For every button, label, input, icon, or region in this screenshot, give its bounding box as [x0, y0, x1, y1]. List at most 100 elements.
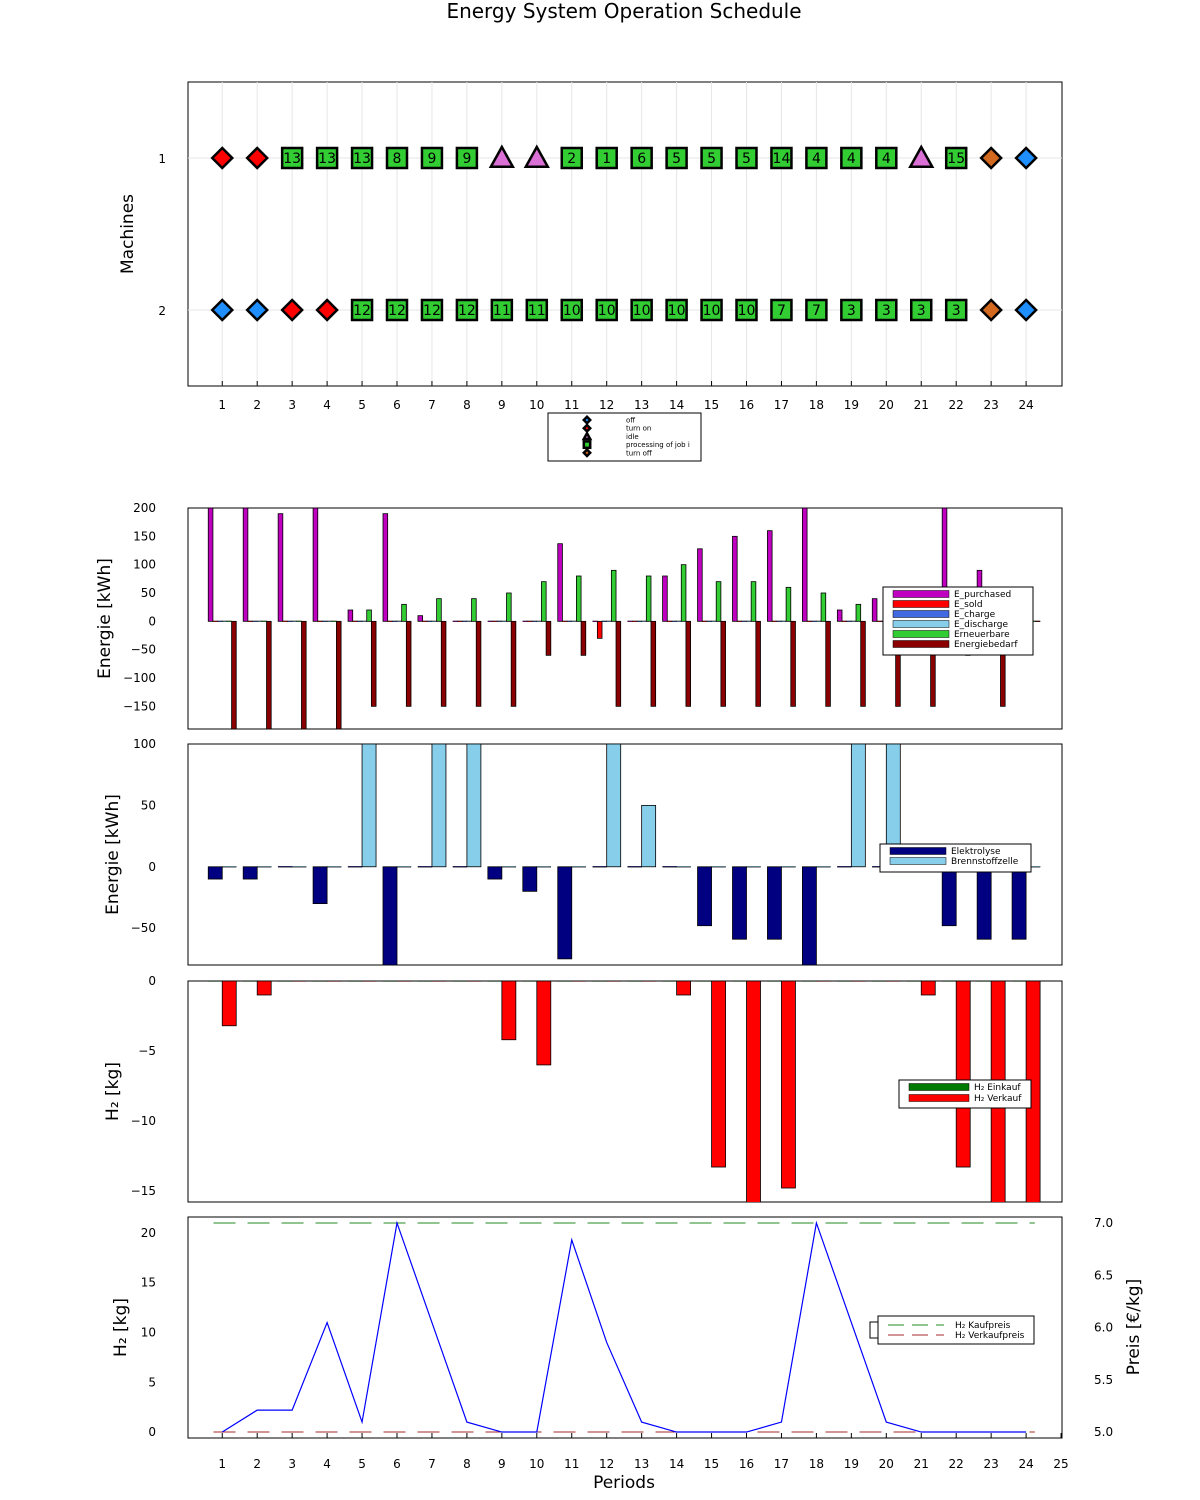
energy-bar-erneuerbare	[331, 620, 337, 622]
energy-bar-energiebedarf	[1035, 620, 1041, 622]
legend-toff-marker	[582, 447, 592, 458]
h2-trade-bar-h-einkauf	[627, 981, 642, 982]
energy-bar-e-charge	[392, 620, 398, 622]
energy-legend-label: Erneuerbare	[954, 630, 1010, 640]
schedule-x-tick-label: 18	[809, 398, 824, 412]
schedule-x-tick-label: 21	[914, 398, 929, 412]
energy-bar-e-charge	[601, 620, 607, 622]
state-processing-marker	[350, 146, 374, 170]
energy-bar-e-discharge	[606, 620, 612, 622]
storage-y-tick-label: 10	[141, 1325, 156, 1339]
state-processing-marker	[455, 298, 479, 322]
energy-bar-e-sold	[736, 620, 743, 622]
state-turn-on-marker	[315, 298, 339, 322]
price-y-tick-label: 6.5	[1094, 1268, 1113, 1282]
job-number-label: 2	[567, 151, 576, 167]
energy-bar-e-purchased	[522, 620, 528, 622]
energy-bar-e-charge	[531, 620, 538, 622]
storage-y-tick-label: 5	[148, 1375, 156, 1389]
h2-trade-bar-h-einkauf	[417, 981, 433, 982]
energy-bar-e-discharge	[571, 620, 577, 622]
electrolysis-bars	[207, 744, 1041, 965]
state-processing-marker	[875, 146, 898, 170]
storage-x-tick-label: 1	[218, 1457, 226, 1471]
job-number-label: 10	[703, 303, 721, 319]
h2-trade-bar-h-verkauf	[641, 981, 656, 982]
storage-frame	[187, 1216, 1063, 1439]
energy-frame	[187, 507, 1063, 730]
energy-bar-energiebedarf	[615, 620, 622, 707]
storage-x-tick-label: 23	[984, 1457, 999, 1471]
h2-trade-bar-h-verkauf	[920, 981, 936, 996]
job-number-label: 10	[668, 303, 686, 319]
energy-bar-erneuerbare	[855, 603, 862, 622]
electrolysis-fuelcell-panel: −50 0 50 100 Energie [kWh] ElektrolyseBrennst…	[103, 737, 1063, 966]
h2-trade-bar-h-einkauf	[907, 981, 922, 982]
h2-trade-bar-h-verkauf	[886, 981, 901, 982]
electrolysis-bar-elektrolyse	[242, 866, 258, 880]
energy-bar-e-sold	[771, 620, 777, 622]
state-processing-marker	[350, 298, 374, 322]
energy-y-tick-label: 0	[148, 614, 156, 628]
storage-x-tick-label: 20	[879, 1457, 894, 1471]
energy-bar-e-discharge	[781, 620, 787, 622]
energy-bar-energiebedarf	[405, 620, 412, 707]
job-number-label: 4	[812, 151, 821, 167]
state-turn-on-marker	[245, 146, 269, 170]
state-processing-marker	[630, 298, 653, 322]
state-processing-marker	[700, 146, 723, 170]
electrolysis-bar-elektrolyse	[732, 866, 747, 940]
energy-bar-erneuerbare	[506, 592, 512, 622]
electrolysis-bar-elektrolyse	[802, 866, 817, 965]
schedule-x-tick-label: 10	[529, 398, 544, 412]
h2-trade-legend-label: H₂ Verkauf	[974, 1094, 1022, 1104]
job-number-label: 4	[847, 151, 856, 167]
h2-trade-y-tick-label: −5	[138, 1044, 156, 1058]
h2-trade-bar-h-verkauf	[361, 981, 377, 982]
schedule-y-tick-label: 2	[158, 304, 166, 318]
h2-trade-bar-h-einkauf	[942, 981, 957, 982]
energy-y-axis-label: Energie [kWh]	[95, 558, 115, 679]
state-processing-marker	[595, 298, 618, 322]
job-number-label: 10	[738, 303, 756, 319]
energy-bar-erneuerbare	[610, 569, 617, 622]
electrolysis-bar-elektrolyse	[1011, 866, 1027, 940]
energy-bar-e-discharge	[396, 620, 402, 622]
energy-bar-energiebedarf	[790, 620, 796, 707]
electrolysis-legend-swatch	[889, 857, 947, 865]
electrolysis-bar-elektrolyse	[522, 866, 538, 892]
h2-trade-bar-h-einkauf	[452, 981, 468, 982]
job-number-label: 12	[423, 303, 441, 319]
energy-bar-energiebedarf	[825, 620, 831, 707]
electrolysis-bar-elektrolyse	[941, 866, 957, 927]
schedule-x-tick-label: 1	[218, 398, 226, 412]
energy-bar-erneuerbare	[471, 598, 477, 622]
schedule-x-tick-label: 22	[949, 398, 964, 412]
energy-bar-e-sold	[317, 620, 323, 622]
energy-bar-e-purchased	[592, 620, 598, 622]
price-y-tick-label: 5.0	[1094, 1425, 1113, 1439]
electrolysis-bar-brennstoffzelle	[396, 866, 412, 868]
energy-bar-e-purchased	[836, 609, 843, 622]
job-number-label: 14	[773, 151, 791, 167]
energy-bar-energiebedarf	[545, 620, 552, 656]
job-number-label: 12	[353, 303, 371, 319]
energy-bar-energiebedarf	[720, 620, 726, 707]
energy-y-tick-label: 100	[133, 558, 156, 572]
energy-bar-e-sold	[876, 620, 882, 622]
energy-bar-erneuerbare	[541, 581, 547, 622]
energy-bar-e-purchased	[312, 508, 319, 622]
energy-legend-label: Energiebedarf	[954, 640, 1018, 650]
schedule-x-tick-label: 12	[599, 398, 614, 412]
energy-bar-e-discharge	[466, 620, 472, 622]
energy-bar-energiebedarf	[650, 620, 657, 707]
energy-legend-swatch	[892, 590, 950, 598]
h2-trade-legend-label: H₂ Einkauf	[974, 1083, 1021, 1093]
energy-y-tick-label: −150	[123, 699, 156, 713]
energy-bar-erneuerbare	[680, 564, 687, 622]
storage-x-tick-label: 4	[323, 1457, 331, 1471]
h2-trade-legend-swatch	[908, 1083, 970, 1091]
storage-x-tick-label: 6	[393, 1457, 401, 1471]
electrolysis-bar-elektrolyse	[207, 866, 223, 880]
